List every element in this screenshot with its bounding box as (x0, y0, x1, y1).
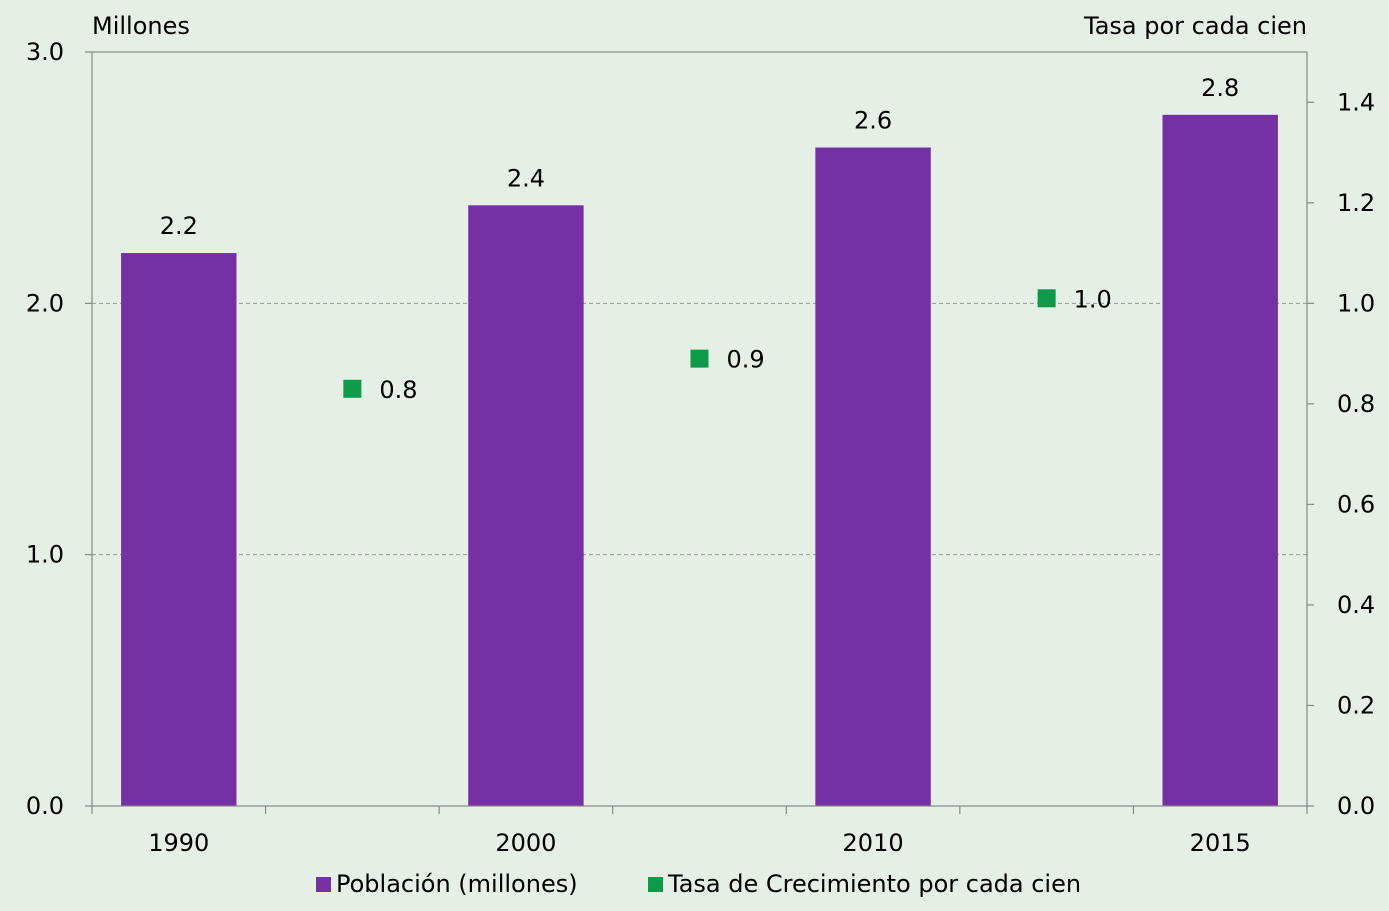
right-axis-tick-label: 0.0 (1337, 792, 1375, 820)
right-axis-title: Tasa por cada cien (1083, 12, 1307, 40)
left-axis-tick-label: 3.0 (26, 38, 64, 66)
bar-value-label: 2.6 (854, 107, 892, 135)
population-bars: 2.2 2.4 2.6 2.8 (121, 74, 1278, 807)
growth-rate-points: 0.8 0.9 1.0 (343, 285, 1112, 404)
axes: 0.0 1.0 2.0 3.0 0.0 0.2 0.4 0.6 0.8 1.0 1.2 1.4 1990… (26, 38, 1375, 857)
left-axis-title: Millones (92, 12, 190, 40)
right-axis-tick-label: 1.0 (1337, 289, 1375, 317)
right-axis-tick-label: 1.4 (1337, 88, 1375, 116)
population-bar (121, 253, 237, 807)
bar-value-label: 2.4 (507, 164, 545, 192)
legend-swatch-growth-rate (648, 877, 663, 892)
right-axis-tick-label: 1.2 (1337, 189, 1375, 217)
right-axis-tick-label: 0.8 (1337, 390, 1375, 418)
growth-rate-value-label: 0.8 (379, 376, 417, 404)
growth-rate-marker (1037, 289, 1056, 308)
left-axis-tick-label: 0.0 (26, 792, 64, 820)
legend: Población (millones) Tasa de Crecimiento … (316, 870, 1081, 898)
growth-rate-marker (343, 379, 362, 398)
grid-lines (92, 302, 1307, 556)
growth-rate-value-label: 0.9 (727, 346, 765, 374)
x-axis-tick-label: 2000 (495, 829, 556, 857)
plot-area-frame (91, 51, 1308, 807)
left-axis-tick-label: 1.0 (26, 541, 64, 569)
legend-label-growth-rate: Tasa de Crecimiento por cada cien (667, 870, 1081, 898)
growth-rate-value-label: 1.0 (1074, 285, 1112, 313)
right-axis-tick-label: 0.6 (1337, 490, 1375, 518)
population-bar (468, 205, 584, 806)
bar-value-label: 2.8 (1201, 74, 1239, 102)
population-bar (815, 147, 931, 807)
population-bar (1162, 114, 1278, 807)
growth-rate-marker (690, 349, 709, 368)
right-axis-tick-label: 0.2 (1337, 691, 1375, 719)
right-axis-tick-label: 0.4 (1337, 591, 1375, 619)
x-axis-tick-label: 2015 (1190, 829, 1251, 857)
x-axis-tick-label: 1990 (148, 829, 209, 857)
legend-label-population: Población (millones) (336, 870, 578, 898)
legend-swatch-population (316, 877, 331, 892)
bar-value-label: 2.2 (160, 212, 198, 240)
left-axis-tick-label: 2.0 (26, 289, 64, 317)
x-axis-tick-label: 2010 (843, 829, 904, 857)
